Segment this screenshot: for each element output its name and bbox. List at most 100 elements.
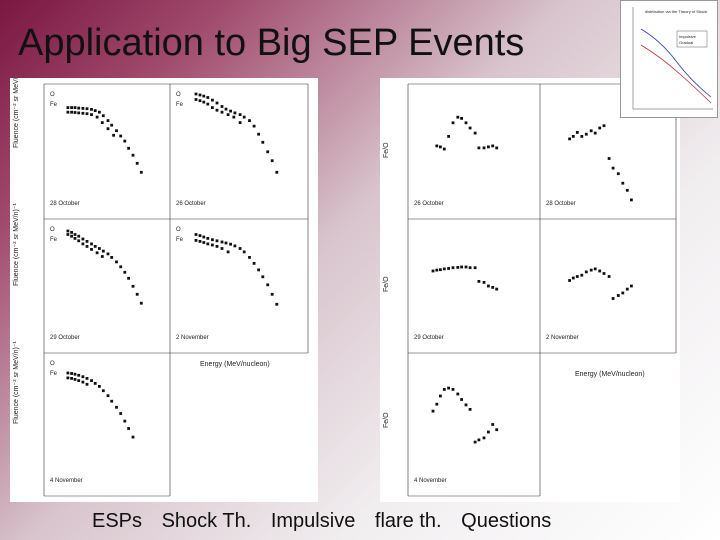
data-point-right-9-s0-15 <box>495 428 499 432</box>
data-point-left-2-s1-5 <box>85 245 89 248</box>
data-point-left-3-s0-12 <box>248 256 251 259</box>
data-point-left-1-s1-0 <box>194 98 198 101</box>
data-point-left-2-s1-3 <box>77 239 81 243</box>
data-point-right-9-s0-10 <box>473 440 477 444</box>
data-point-left-2-s0-17 <box>135 292 139 296</box>
legend-o-left-4: O <box>50 361 55 367</box>
data-point-left-4-s0-12 <box>115 405 118 409</box>
thumb-title: distribution via the Theory of Shock <box>645 9 707 14</box>
data-point-right-6-s0-10 <box>611 166 615 170</box>
panel-label-right-7: 29 October <box>414 335 444 341</box>
left-xlabel-2: Energy (MeV/nucleon) <box>200 361 270 368</box>
data-point-left-0-s1-1 <box>70 110 73 114</box>
data-point-right-9-s0-7 <box>460 398 463 401</box>
data-point-right-7-s0-2 <box>439 268 442 272</box>
data-point-right-6-s0-6 <box>593 131 597 135</box>
data-point-right-6-s0-11 <box>616 172 620 176</box>
data-point-left-1-s0-3 <box>206 96 210 99</box>
data-point-left-1-s0-0 <box>194 92 198 96</box>
panel-label-left-4: 4 November <box>50 478 83 484</box>
data-point-left-2-s0-8 <box>98 247 101 250</box>
thumbnail-figure[interactable]: distribution via the Theory of Shock Imp… <box>620 0 718 118</box>
data-point-right-5-s0-6 <box>460 117 463 120</box>
data-point-left-1-s0-17 <box>270 159 274 163</box>
data-point-left-4-s0-13 <box>119 412 123 415</box>
nav-link-flare-th[interactable]: flare th. <box>374 510 442 532</box>
data-point-left-2-s1-1 <box>70 234 73 238</box>
data-point-left-1-s0-18 <box>275 170 279 174</box>
data-point-left-3-s0-9 <box>233 244 237 248</box>
data-point-left-0-s0-0 <box>66 106 70 109</box>
data-point-left-4-s0-0 <box>66 371 70 375</box>
data-point-right-8-s0-9 <box>607 275 611 278</box>
data-point-right-7-s0-1 <box>435 268 439 272</box>
nav-bar: ESPs Shock Th. Impulsive flare th. Quest… <box>92 510 565 533</box>
data-point-left-0-s0-11 <box>110 123 114 127</box>
nav-link-impulsive[interactable]: Impulsive <box>270 510 356 532</box>
data-point-left-2-s0-11 <box>110 256 114 259</box>
data-point-right-6-s0-4 <box>584 132 588 136</box>
data-point-left-3-s1-1 <box>198 240 202 243</box>
right-ylabel-1: Fe/O <box>383 142 390 158</box>
data-point-left-3-s0-18 <box>275 302 279 306</box>
data-point-right-5-s0-10 <box>477 146 481 150</box>
data-point-left-2-s0-16 <box>131 284 135 288</box>
data-point-left-3-s0-1 <box>198 234 202 237</box>
data-point-right-5-s0-1 <box>439 145 442 149</box>
data-point-left-4-s0-7 <box>93 382 97 385</box>
data-point-right-7-s0-9 <box>468 266 472 270</box>
data-point-right-9-s0-6 <box>456 392 460 396</box>
data-point-left-1-s0-13 <box>252 124 256 128</box>
nav-link-questions[interactable]: Questions <box>461 510 552 532</box>
data-point-left-1-s1-3 <box>206 102 210 106</box>
nav-link-shock-th[interactable]: Shock Th. <box>161 510 252 532</box>
data-point-right-8-s0-5 <box>589 268 593 272</box>
data-point-right-5-s0-7 <box>464 121 468 125</box>
data-point-left-0-s0-10 <box>106 119 110 122</box>
slide-title: Application to Big SEP Events <box>18 22 525 64</box>
data-point-right-7-s0-6 <box>456 266 460 269</box>
thumb-curve-1 <box>640 28 712 98</box>
data-point-right-8-s0-14 <box>630 284 633 288</box>
data-point-left-0-s0-14 <box>123 139 127 143</box>
data-point-right-6-s0-1 <box>571 135 575 138</box>
data-point-left-3-s1-4 <box>211 243 214 247</box>
panel-label-left-0: 28 October <box>50 201 80 207</box>
data-point-left-2-s0-12 <box>115 260 118 264</box>
legend-fe-left-2: Fe <box>50 237 58 243</box>
left-ylabel-1: Fluence (cm⁻² sr MeV/n)⁻¹ <box>13 78 20 148</box>
right-xlabel-2: Energy (MeV/nucleon) <box>575 371 645 378</box>
right-figure: Fe/O Fe/O Fe/O Energy (MeV/nucleon) Ener… <box>380 78 680 510</box>
legend-o-left-1: O <box>176 92 181 98</box>
data-point-left-0-s1-6 <box>90 113 93 116</box>
panel-label-right-8: 2 November <box>546 335 579 341</box>
data-point-right-7-s0-7 <box>460 265 463 269</box>
data-point-left-0-s1-0 <box>66 110 70 114</box>
data-point-left-4-s1-2 <box>73 378 77 381</box>
data-point-right-8-s0-11 <box>616 294 620 297</box>
data-point-right-6-s0-9 <box>607 157 611 160</box>
data-point-left-0-s0-3 <box>77 106 81 110</box>
data-point-right-8-s0-10 <box>611 297 615 300</box>
data-point-left-0-s0-16 <box>131 153 135 157</box>
data-point-left-2-s0-5 <box>85 240 89 243</box>
data-point-left-4-s0-5 <box>85 377 89 380</box>
legend-o-left-0: O <box>50 92 55 98</box>
data-point-left-3-s0-5 <box>215 239 219 243</box>
nav-link-esps[interactable]: ESPs <box>92 510 143 532</box>
data-point-left-3-s0-6 <box>220 240 224 244</box>
thumbnail-svg: distribution via the Theory of Shock Imp… <box>632 7 713 110</box>
data-point-right-8-s0-8 <box>602 272 606 275</box>
data-point-left-0-s1-10 <box>112 133 115 137</box>
legend-fe-left-3: Fe <box>176 237 184 243</box>
data-point-left-3-s0-7 <box>224 241 228 245</box>
left-panels: 28 October O Fe 26 October O Fe 29 October O Fe 2… <box>50 92 279 484</box>
legend-o-left-2: O <box>50 227 55 233</box>
data-point-left-0-s0-9 <box>101 114 105 118</box>
data-point-left-0-s0-13 <box>119 134 123 138</box>
data-point-left-1-s0-1 <box>198 93 202 97</box>
data-point-left-2-s1-2 <box>73 237 77 240</box>
left-figure-svg: Fluence (cm⁻² sr MeV/n)⁻¹ Fluence (cm⁻² … <box>13 64 309 510</box>
data-point-left-4-s0-10 <box>106 394 110 398</box>
data-point-left-1-s0-6 <box>220 105 224 108</box>
